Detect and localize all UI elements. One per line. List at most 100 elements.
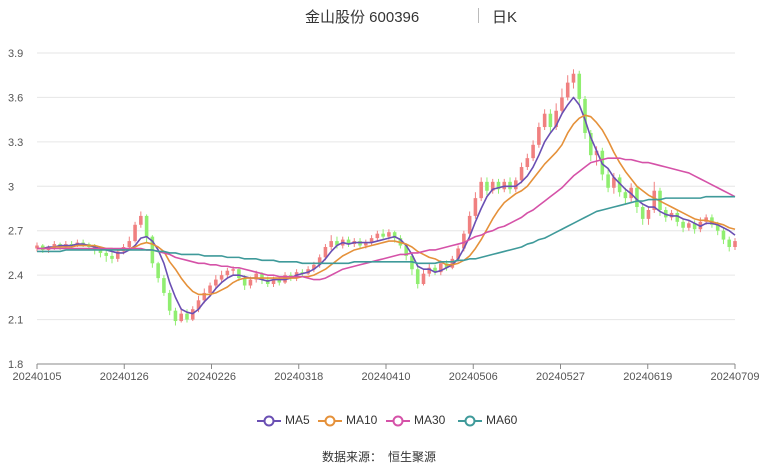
candle-body bbox=[617, 177, 622, 193]
candle-body bbox=[427, 267, 432, 274]
candle-body bbox=[681, 221, 685, 228]
candle bbox=[162, 275, 166, 296]
candle bbox=[531, 140, 535, 162]
legend-marker-icon bbox=[386, 415, 410, 427]
candle-body bbox=[577, 73, 582, 99]
y-tick-label: 1.8 bbox=[8, 359, 23, 371]
y-tick-label: 2.1 bbox=[8, 315, 23, 327]
legend-marker-icon bbox=[458, 415, 482, 427]
period-label[interactable]: 日K bbox=[492, 9, 518, 26]
candle-body bbox=[571, 73, 576, 83]
candle bbox=[139, 211, 143, 228]
candle-body bbox=[514, 180, 518, 190]
candle-body bbox=[404, 245, 408, 256]
candle bbox=[490, 178, 495, 194]
candle-body bbox=[225, 270, 230, 276]
candle bbox=[35, 242, 39, 252]
candle-body bbox=[364, 242, 368, 246]
candle-body bbox=[248, 279, 253, 286]
candle-body bbox=[185, 313, 189, 320]
candle-body bbox=[537, 127, 541, 145]
moving-average-lines bbox=[37, 96, 736, 315]
candle-body bbox=[156, 263, 160, 279]
candle-body bbox=[317, 257, 322, 265]
x-tick-label: 20240318 bbox=[274, 371, 323, 383]
candle-body bbox=[635, 187, 639, 208]
candle bbox=[606, 168, 610, 193]
candle bbox=[144, 214, 149, 243]
candle-body bbox=[179, 313, 184, 322]
candle bbox=[623, 187, 628, 205]
legend-item-ma30[interactable]: MA30 bbox=[386, 412, 456, 430]
candle-body bbox=[623, 192, 628, 199]
x-tick-label: 20240506 bbox=[449, 371, 498, 383]
candle bbox=[415, 266, 420, 289]
candle-body bbox=[519, 167, 524, 181]
candle bbox=[219, 270, 224, 283]
candle-body bbox=[144, 215, 149, 237]
candle-body bbox=[133, 224, 137, 242]
candle-body bbox=[35, 245, 39, 249]
candle-body bbox=[202, 292, 207, 301]
candle-body bbox=[496, 181, 501, 190]
candle-body bbox=[323, 247, 328, 258]
candle-body bbox=[271, 279, 276, 285]
candle-body bbox=[721, 230, 726, 240]
legend-marker-icon bbox=[318, 415, 342, 427]
candle-body bbox=[254, 273, 258, 280]
series-line-ma10 bbox=[37, 114, 736, 296]
candle-body bbox=[167, 292, 172, 311]
candle bbox=[214, 275, 218, 289]
legend-item-ma60[interactable]: MA60 bbox=[458, 412, 528, 430]
legend-label: MA5 bbox=[285, 413, 310, 427]
candle bbox=[133, 221, 137, 243]
candle-body bbox=[346, 239, 351, 245]
candle-body bbox=[479, 181, 483, 199]
candle bbox=[167, 289, 172, 316]
y-axis: 1.8 2.1 2.4 2.7 3 3.3 3.6 3.9 bbox=[8, 48, 23, 371]
candle-body bbox=[369, 238, 374, 243]
candle-body bbox=[462, 233, 466, 249]
y-tick-label: 3.6 bbox=[8, 92, 23, 104]
x-tick-label: 20240619 bbox=[623, 371, 672, 383]
candle-body bbox=[473, 198, 478, 216]
data-source: 数据来源： 恒生聚源 bbox=[322, 448, 442, 465]
candle-body bbox=[196, 300, 201, 310]
kline-chart: 1.82.12.42.733.33.63.9 20240105 20240126 2… bbox=[8, 48, 760, 383]
x-axis: 20240105 20240126 20240226 20240318 20240410… bbox=[13, 363, 760, 383]
legend-label: MA10 bbox=[346, 413, 378, 427]
candle-body bbox=[612, 177, 616, 188]
candle bbox=[473, 192, 478, 219]
candle-body bbox=[329, 241, 333, 248]
candle-body bbox=[214, 279, 218, 286]
candle-body bbox=[565, 82, 570, 98]
candle-body bbox=[439, 263, 443, 273]
candle bbox=[421, 269, 426, 286]
candle bbox=[514, 177, 518, 193]
series-line-ma5 bbox=[37, 96, 736, 315]
candle-body bbox=[375, 233, 380, 239]
candle-body bbox=[312, 264, 316, 270]
x-tick-label: 20240105 bbox=[13, 371, 62, 383]
candle-body bbox=[525, 158, 530, 168]
legend-item-ma10[interactable]: MA10 bbox=[318, 412, 388, 430]
candle-body bbox=[456, 248, 460, 259]
y-tick-label: 3.3 bbox=[8, 137, 23, 149]
candle-body bbox=[485, 181, 489, 191]
candle-body bbox=[467, 215, 472, 234]
candle-body bbox=[687, 223, 691, 228]
candle-body bbox=[675, 212, 680, 222]
x-tick-label: 20240527 bbox=[536, 371, 585, 383]
candle-body bbox=[588, 132, 593, 156]
candle bbox=[439, 260, 443, 276]
candle-body bbox=[115, 251, 120, 259]
legend-item-ma5[interactable]: MA5 bbox=[257, 412, 327, 430]
candle-body bbox=[433, 267, 437, 273]
candle-body bbox=[554, 110, 558, 128]
candle bbox=[525, 153, 530, 170]
x-tick-label: 20240709 bbox=[711, 371, 760, 383]
legend-marker-icon bbox=[257, 415, 281, 427]
candle bbox=[179, 307, 184, 323]
candle-body bbox=[277, 279, 282, 283]
